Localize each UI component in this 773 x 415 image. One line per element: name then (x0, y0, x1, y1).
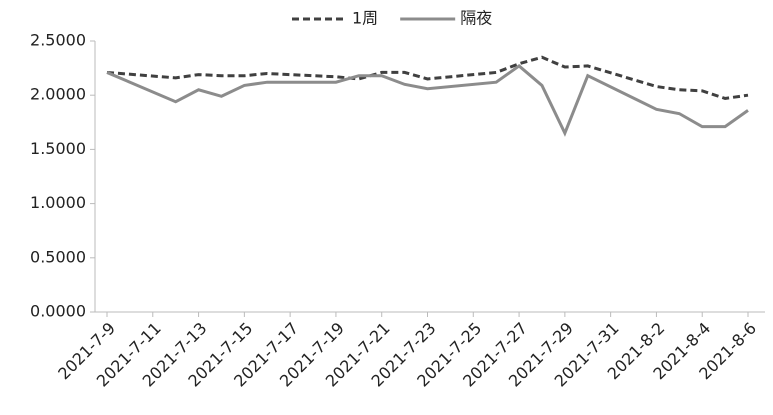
y-tick-label: 1.0000 (30, 193, 86, 212)
y-tick-label: 2.0000 (30, 85, 86, 104)
series-line (106, 64, 749, 137)
y-tick-label: 0.5000 (30, 247, 86, 266)
y-tick-label: 2.5000 (30, 31, 86, 50)
y-tick-label: 1.5000 (30, 139, 86, 158)
y-tick-label: 0.0000 (30, 302, 86, 321)
legend-label: 隔夜 (460, 9, 492, 28)
legend-label: 1周 (352, 9, 378, 28)
series-line (106, 55, 749, 100)
